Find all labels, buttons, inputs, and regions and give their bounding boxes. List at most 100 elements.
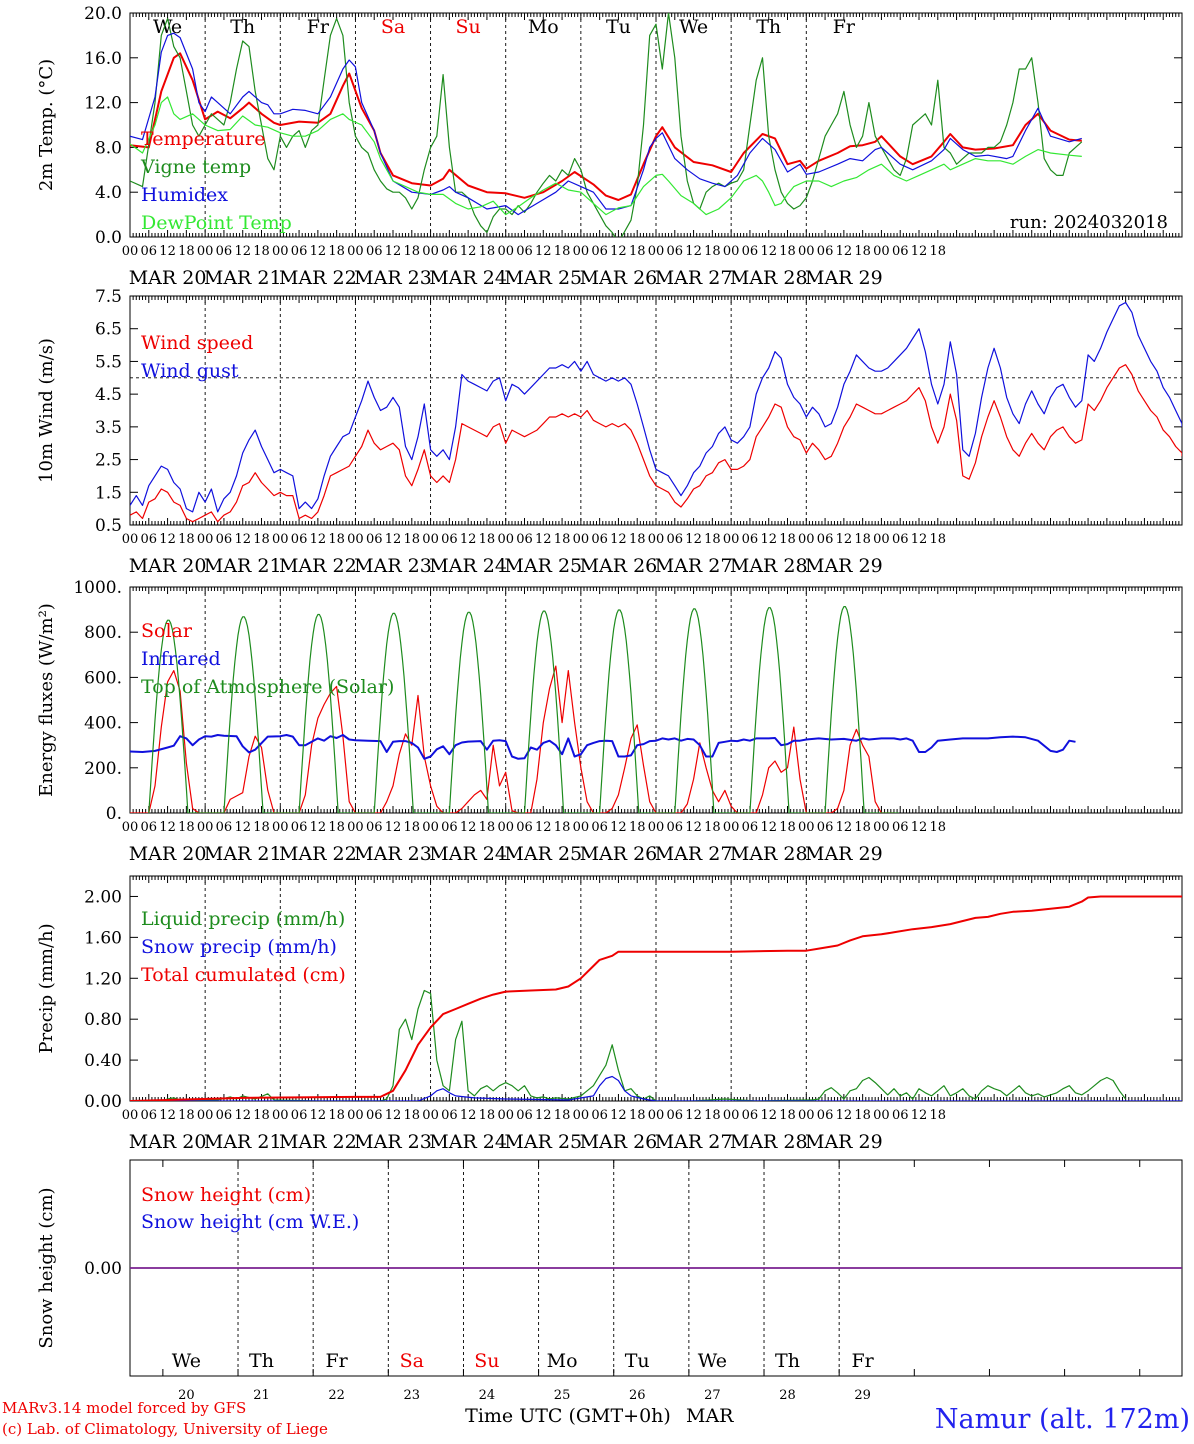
y-tick-label: 5.5	[95, 352, 122, 372]
x-hour-label: 12	[760, 244, 777, 259]
day-number-label: 28	[779, 1388, 796, 1403]
x-hour-label: 12	[610, 244, 627, 259]
x-hour-label: 06	[141, 820, 158, 835]
x-hour-label: 00	[723, 1108, 740, 1123]
weekday-label: Fr	[852, 1350, 875, 1372]
weekday-label: Mo	[547, 1350, 578, 1372]
x-hour-label: 12	[385, 532, 402, 547]
x-hour-label: 12	[760, 820, 777, 835]
day-number-label: 29	[854, 1388, 871, 1403]
x-hour-label: 00	[573, 244, 590, 259]
x-hour-label: 00	[347, 244, 364, 259]
x-hour-label: 12	[760, 532, 777, 547]
x-hour-label: 18	[554, 1108, 571, 1123]
x-hour-label: 00	[197, 532, 214, 547]
x-date-label: MAR 25	[504, 843, 582, 865]
x-hour-label: 12	[234, 532, 251, 547]
x-hour-label: 18	[629, 1108, 646, 1123]
x-hour-label: 18	[930, 532, 947, 547]
x-date-label: MAR 23	[354, 555, 432, 577]
series-line-wind-gust	[130, 301, 1182, 513]
x-date-label: MAR 22	[279, 267, 357, 289]
x-hour-label: 06	[591, 1108, 608, 1123]
x-hour-label: 00	[422, 820, 439, 835]
x-hour-label: 06	[667, 1108, 684, 1123]
legend-entry: Vigne temp	[140, 156, 251, 178]
panel-1: 0.04.08.012.016.020.02m Temp. (°C)00 06 12…	[36, 4, 1183, 289]
x-hour-label: 06	[817, 820, 834, 835]
legend-entry: Wind gust	[141, 360, 239, 382]
day-number-label: 24	[479, 1388, 496, 1403]
x-hour-label: 00	[573, 532, 590, 547]
x-hour-label: 12	[535, 1108, 552, 1123]
x-hour-label: 00	[798, 820, 815, 835]
y-axis-title: 10m Wind (m/s)	[36, 338, 57, 483]
x-hour-label: 00	[497, 244, 514, 259]
x-hour-label: 00	[873, 244, 890, 259]
x-hour-label: 06	[441, 820, 458, 835]
x-hour-label: 12	[310, 820, 327, 835]
x-hour-label: 18	[930, 244, 947, 259]
x-date-label: MAR 28	[730, 843, 808, 865]
x-hour-label: 06	[667, 820, 684, 835]
weekday-label: We	[679, 16, 708, 38]
series-line-dewpoint-temp	[130, 96, 1082, 216]
x-hour-label: 06	[667, 532, 684, 547]
x-hour-label: 12	[685, 532, 702, 547]
x-hour-label: 18	[253, 532, 270, 547]
x-hour-label: 00	[347, 820, 364, 835]
x-hour-label: 06	[892, 532, 909, 547]
series-line-liquid-precip-mm-h-	[130, 989, 1127, 1101]
x-hour-label: 00	[648, 532, 665, 547]
x-date-label: MAR 21	[204, 555, 282, 577]
x-hour-label: 12	[460, 820, 477, 835]
x-hour-label: 00	[573, 820, 590, 835]
x-date-label: MAR 26	[580, 555, 658, 577]
y-tick-label: 1.60	[84, 928, 122, 948]
x-hour-label: 00	[272, 532, 289, 547]
x-hour-label: 18	[328, 820, 345, 835]
series-line-wind-speed	[130, 364, 1182, 523]
lab-credit: (c) Lab. of Climatology, University of L…	[2, 1420, 328, 1438]
x-hour-label: 12	[535, 820, 552, 835]
x-hour-label: 12	[610, 1108, 627, 1123]
x-hour-label: 00	[798, 244, 815, 259]
day-number-label: 20	[178, 1388, 195, 1403]
weekday-label: Su	[474, 1350, 499, 1372]
weekday-label: Tu	[606, 16, 631, 38]
x-hour-label: 00	[422, 532, 439, 547]
x-date-label: MAR 22	[279, 1131, 357, 1153]
station-label: Namur (alt. 172m)	[935, 1404, 1190, 1435]
x-hour-label: 18	[404, 244, 421, 259]
x-hour-label: 18	[930, 1108, 947, 1123]
x-hour-label: 12	[685, 820, 702, 835]
x-axis-title: Time UTC (GMT+0h)	[465, 1405, 671, 1427]
x-date-label: MAR 27	[655, 555, 733, 577]
x-hour-label: 06	[667, 244, 684, 259]
x-hour-label: 06	[366, 244, 383, 259]
x-hour-label: 12	[911, 532, 928, 547]
x-hour-label: 12	[460, 244, 477, 259]
x-hour-label: 00	[422, 1108, 439, 1123]
series-group	[130, 13, 1083, 237]
model-credit: MARv3.14 model forced by GFS	[2, 1399, 246, 1417]
weekday-label: We	[698, 1350, 727, 1372]
day-number-label: 22	[328, 1388, 345, 1403]
x-hour-label: 18	[854, 820, 871, 835]
x-hour-label: 06	[591, 532, 608, 547]
x-hour-label: 06	[742, 820, 759, 835]
x-hour-label: 18	[779, 820, 796, 835]
x-date-label: MAR 24	[429, 843, 507, 865]
x-date-label: MAR 23	[354, 843, 432, 865]
y-tick-label: 0.80	[84, 1010, 122, 1030]
weekday-label: Th	[775, 1350, 800, 1372]
x-hour-label: 18	[404, 820, 421, 835]
x-hour-label: 06	[366, 820, 383, 835]
weekday-label: Th	[230, 16, 255, 38]
weekday-label: Tu	[625, 1350, 650, 1372]
x-hour-label: 06	[216, 532, 233, 547]
run-label: run: 2024032018	[1010, 212, 1168, 233]
x-hour-label: 18	[404, 1108, 421, 1123]
